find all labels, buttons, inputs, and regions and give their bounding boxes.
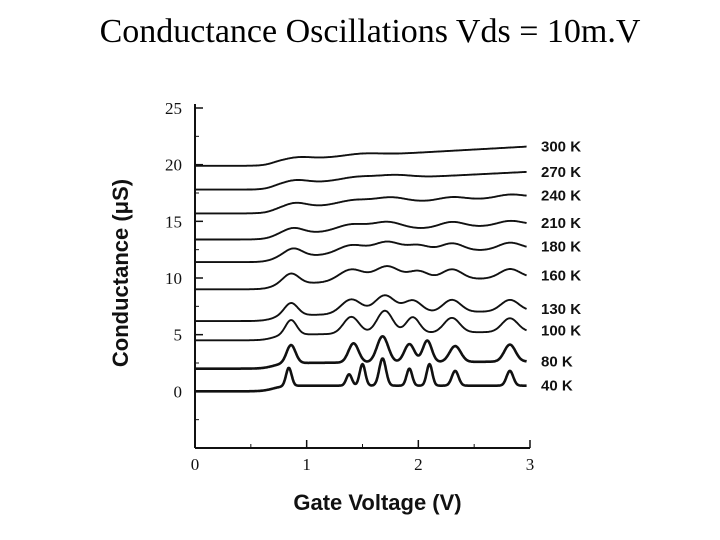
x-tick-label: 2: [414, 455, 423, 474]
y-tick-label: 5: [174, 326, 183, 345]
legend-label: 160 K: [541, 267, 581, 284]
x-tick-label: 3: [526, 455, 535, 474]
series-line: [194, 219, 528, 241]
series-line: [194, 240, 528, 264]
legend-label: 130 K: [541, 301, 581, 318]
legend-label: 300 K: [541, 139, 581, 156]
x-axis-title: Gate Voltage (V): [293, 490, 461, 515]
series-line: [194, 145, 528, 167]
legend-label: 100 K: [541, 322, 581, 339]
series-line: [194, 335, 528, 370]
legend-label: 210 K: [541, 215, 581, 232]
legend-label: 180 K: [541, 239, 581, 256]
x-tick-label: 1: [302, 455, 311, 474]
series-line: [194, 170, 528, 191]
legend-label: 40 K: [541, 378, 573, 395]
x-tick-label: 0: [191, 455, 200, 474]
y-tick-label: 20: [165, 156, 182, 175]
y-tick-label: 0: [174, 382, 183, 401]
series-line: [194, 193, 528, 215]
slide-title: Conductance Oscillations Vds = 10m.V: [99, 13, 641, 50]
legend-label: 270 K: [541, 164, 581, 181]
series-line: [194, 357, 528, 393]
y-axis-title: Conductance (μS): [108, 179, 133, 367]
series-line: [194, 309, 528, 342]
y-tick-label: 10: [165, 269, 182, 288]
series-line: [194, 294, 528, 323]
y-tick-label: 15: [165, 212, 182, 231]
y-tick-label: 25: [165, 99, 182, 118]
legend-label: 240 K: [541, 188, 581, 205]
series-line: [194, 265, 528, 291]
legend-label: 80 K: [541, 353, 573, 370]
